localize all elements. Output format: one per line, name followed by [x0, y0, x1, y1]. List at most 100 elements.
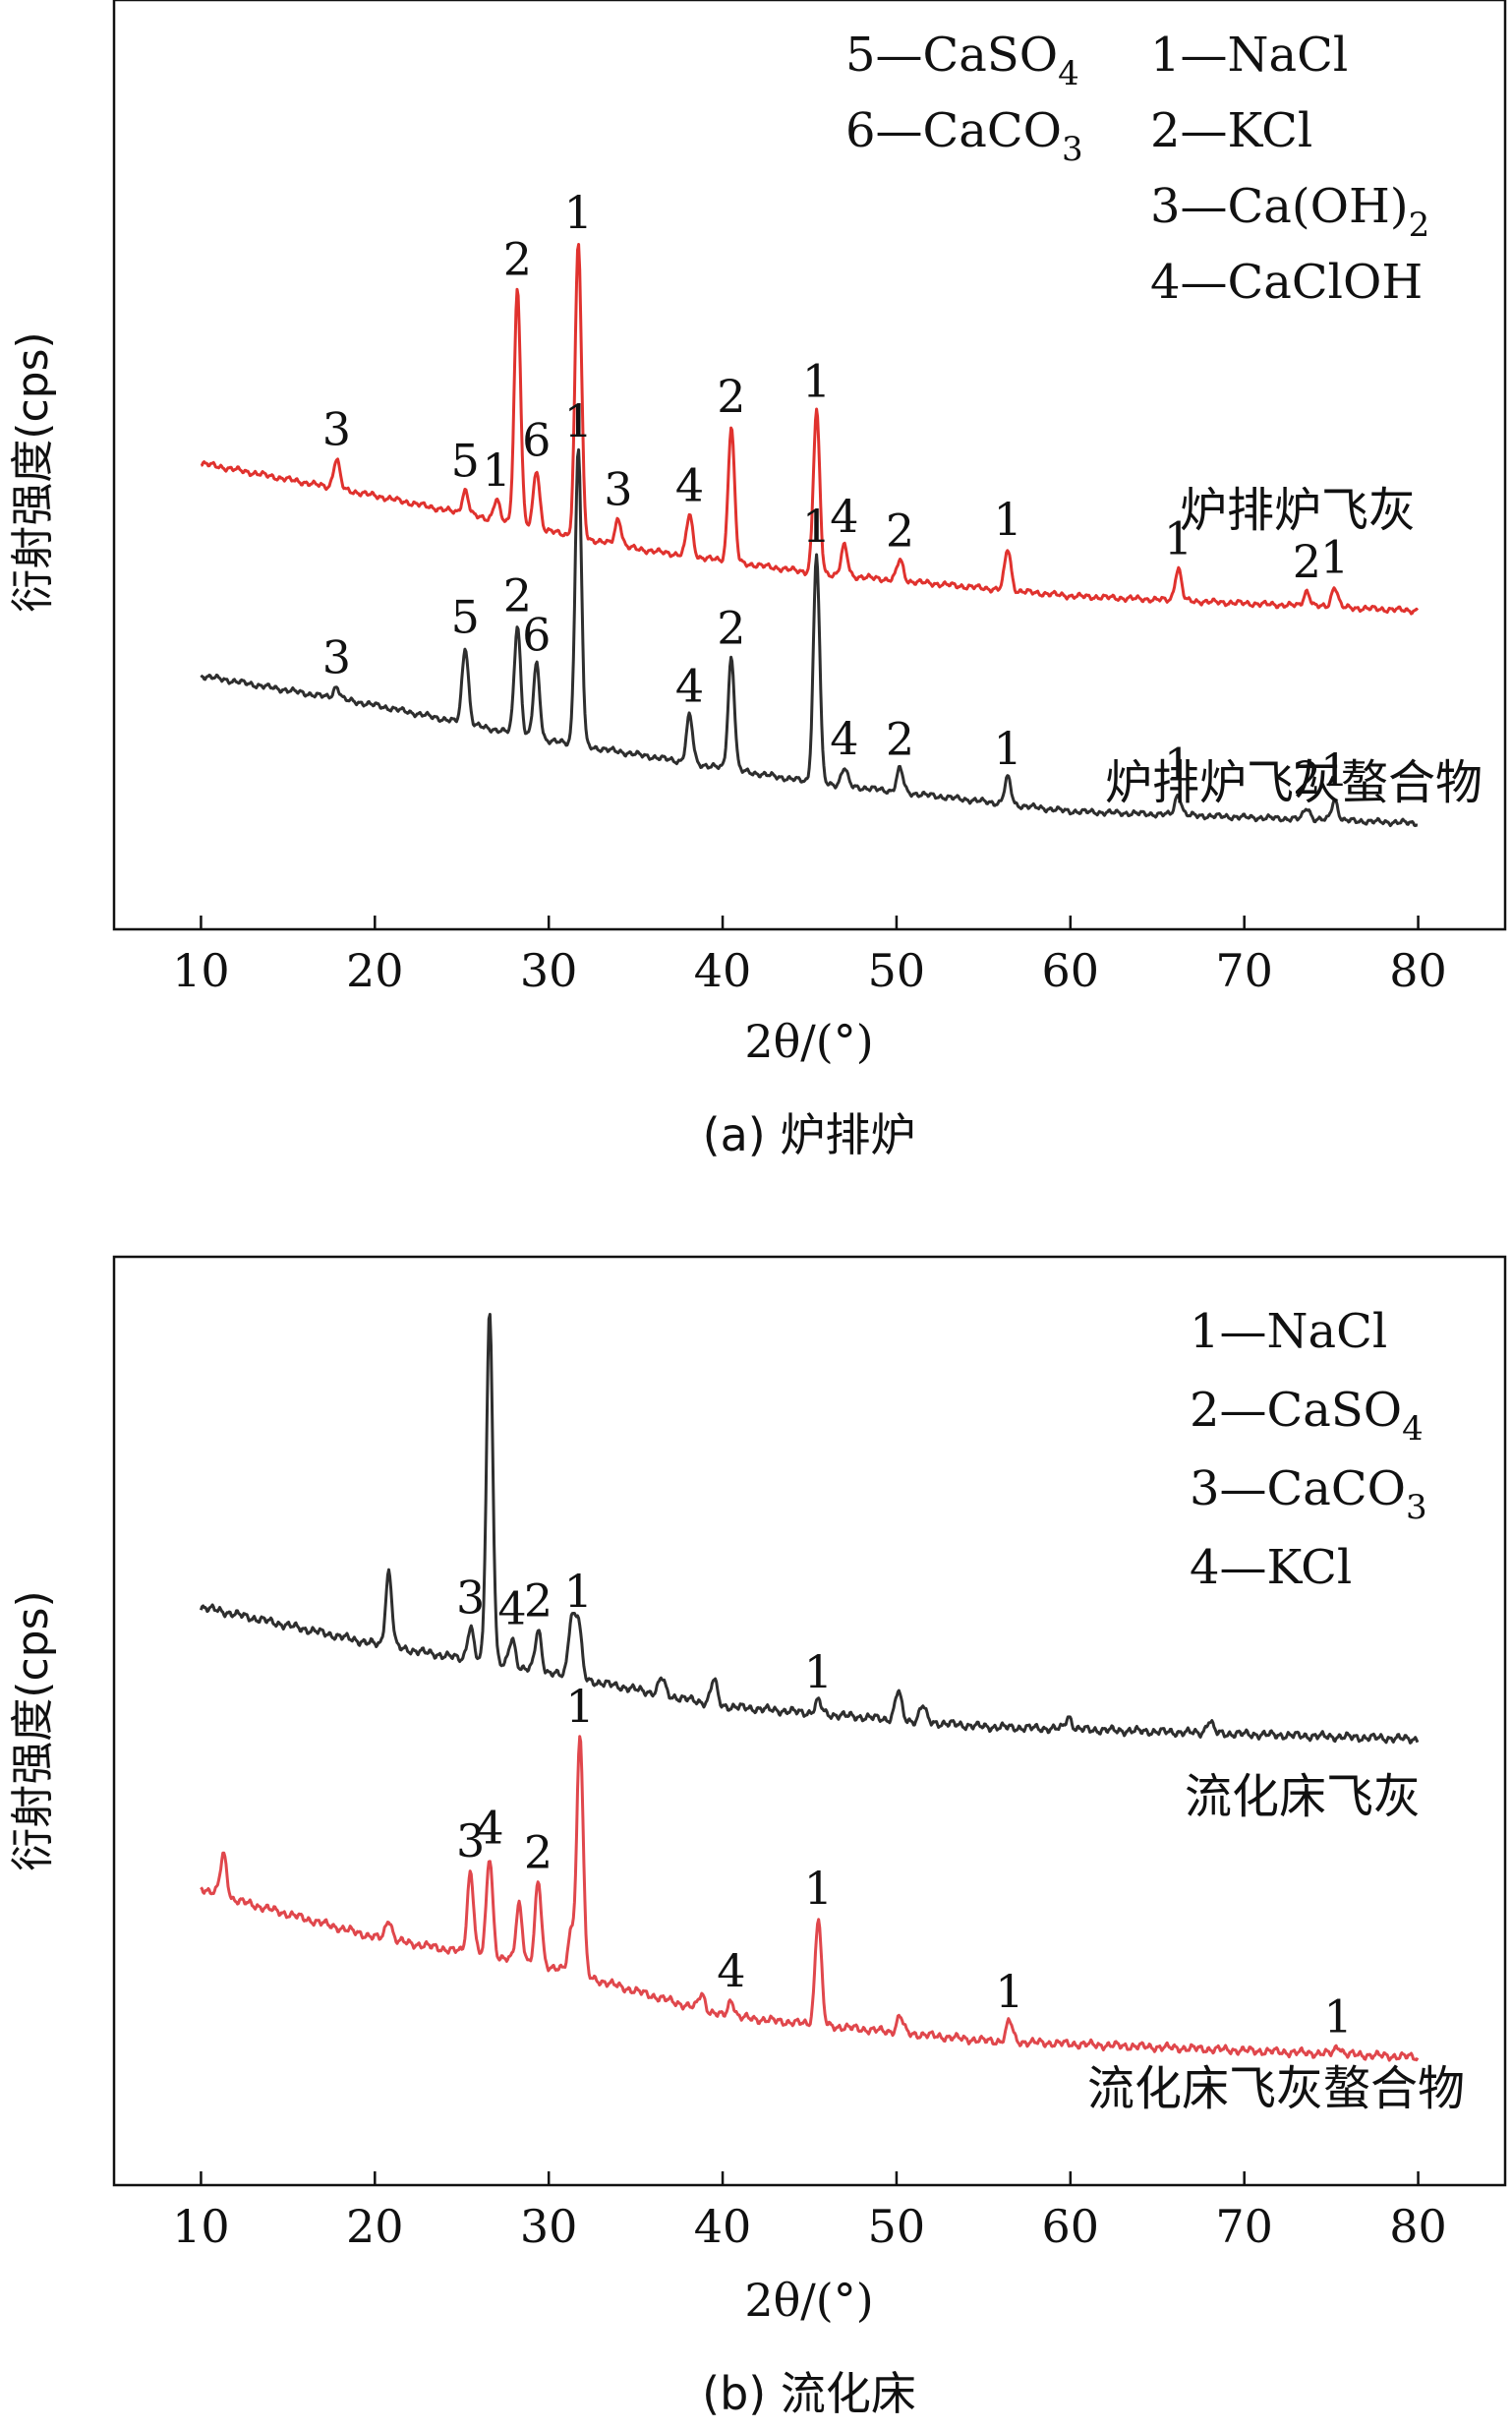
legend-dash: —: [1181, 179, 1228, 234]
x-tick-label: 40: [694, 944, 752, 997]
y-axis-label: 衍射强度(cps): [8, 1590, 58, 1870]
legend-entry: 1—NaCl: [1190, 1304, 1387, 1359]
legend-text: 6—CaCO3: [845, 103, 1083, 169]
panel-caption: (a) 炉排炉: [703, 1108, 916, 1161]
series-line-2: [200, 1735, 1420, 2062]
peak-label: 6: [522, 608, 551, 661]
series-layer: [199, 1313, 1420, 2062]
peak-label: 3: [456, 1814, 485, 1867]
series-name-2: 炉排炉飞灰螯合物: [1105, 755, 1483, 810]
peak-label: 3: [322, 630, 351, 683]
legend-dash: —: [1181, 103, 1228, 158]
legend-name: CaCO: [1267, 1461, 1406, 1516]
legend-dash: —: [1220, 1304, 1267, 1359]
peak-label: 2: [503, 233, 532, 286]
x-tick-label: 50: [868, 944, 926, 997]
panel-caption: (b) 流化床: [702, 2367, 916, 2420]
x-tick-label: 10: [172, 2200, 230, 2253]
legend-entry: 6—CaCO3: [845, 103, 1083, 169]
peak-label: 1: [564, 1565, 593, 1618]
x-tick-label: 30: [520, 2200, 578, 2253]
peak-label: 4: [830, 490, 858, 543]
legend-name: NaCl: [1228, 28, 1349, 83]
legend-dash: —: [1181, 28, 1228, 83]
legend-subscript: 3: [1406, 1488, 1427, 1527]
legend-name: KCl: [1267, 1540, 1353, 1595]
x-tick-label: 20: [346, 2200, 404, 2253]
x-axis-label: 2θ/(°): [744, 2274, 873, 2327]
series-line-2: [200, 447, 1419, 828]
peak-label: 1: [565, 1680, 594, 1733]
x-tick-label: 10: [172, 944, 230, 997]
legend-number: 3: [1190, 1461, 1220, 1516]
peak-label: 2: [717, 601, 745, 654]
legend-name: KCl: [1228, 103, 1313, 158]
peak-label: 1: [564, 394, 593, 447]
plot-frame: [112, 0, 1507, 931]
legend-name: CaSO: [1267, 1383, 1403, 1438]
legend-text: 3—CaCO3: [1190, 1461, 1427, 1527]
series-name-1: 炉排炉飞灰: [1180, 483, 1416, 538]
x-tick-label: 20: [346, 944, 404, 997]
peak-label: 3: [322, 403, 351, 456]
legend-text: 3—Ca(OH)2: [1150, 179, 1429, 245]
peak-label: 1: [802, 355, 831, 408]
peak-label: 4: [675, 660, 704, 713]
series-line-1: [199, 1313, 1420, 1745]
plot-frame: [112, 1255, 1507, 2187]
peak-label: 1: [1320, 530, 1349, 583]
legend-dash: —: [1220, 1461, 1267, 1516]
peak-label: 2: [524, 1826, 552, 1879]
peak-label: 1: [993, 493, 1021, 546]
legend-entry: 3—Ca(OH)2: [1150, 179, 1429, 245]
peak-label: 1: [564, 186, 593, 239]
legend-entry: 4—KCl: [1190, 1540, 1352, 1595]
legend-number: 3: [1150, 179, 1181, 234]
peak-label: 2: [717, 370, 745, 423]
legend-text: 2—KCl: [1150, 103, 1312, 158]
peak-label: 2: [1293, 751, 1321, 804]
peak-label: 6: [522, 413, 551, 466]
peak-label: 4: [475, 1802, 503, 1855]
legend-entry: 1—NaCl: [1150, 28, 1348, 83]
x-tick-label: 30: [520, 944, 578, 997]
legend-subscript: 4: [1058, 54, 1079, 93]
x-axis-label: 2θ/(°): [744, 1015, 873, 1068]
x-tick-label: 50: [868, 2200, 926, 2253]
x-tick-label: 70: [1215, 2200, 1273, 2253]
legend-dash: —: [1181, 255, 1228, 310]
legend-dash: —: [1220, 1540, 1267, 1595]
peak-label: 2: [1293, 535, 1321, 588]
x-tick-label: 40: [694, 2200, 752, 2253]
series-name-1: 流化床飞灰: [1185, 1769, 1421, 1824]
legend-text: 1—NaCl: [1190, 1304, 1387, 1359]
peak-label: 3: [456, 1571, 485, 1624]
legend-text: 4—KCl: [1190, 1540, 1352, 1595]
peak-label: 2: [886, 504, 914, 557]
peak-label: 1: [993, 722, 1021, 775]
legend: 5—CaSO46—CaCO31—NaCl2—KCl3—Ca(OH)24—CaCl…: [845, 28, 1429, 310]
legend-subscript: 4: [1402, 1409, 1424, 1449]
legend-number: 6: [845, 103, 876, 158]
peak-label: 1: [482, 444, 510, 497]
legend-number: 1: [1150, 28, 1181, 83]
legend-number: 5: [845, 28, 876, 83]
legend-entry: 4—CaClOH: [1150, 255, 1423, 310]
peak-label: 5: [451, 435, 480, 488]
x-tick-label: 80: [1389, 2200, 1447, 2253]
peak-label: 1: [804, 1862, 833, 1915]
series-layer: [200, 243, 1420, 828]
peak-label: 1: [1164, 739, 1192, 792]
peak-label: 4: [497, 1582, 526, 1635]
legend-text: 1—NaCl: [1150, 28, 1348, 83]
legend-dash: —: [876, 28, 923, 83]
y-axis-label: 衍射强度(cps): [8, 331, 58, 612]
x-axis-ticks: 10 20 30 40 50 60 70 80: [172, 2171, 1447, 2253]
peak-label: 5: [451, 591, 480, 644]
legend-number: 4: [1190, 1540, 1220, 1595]
